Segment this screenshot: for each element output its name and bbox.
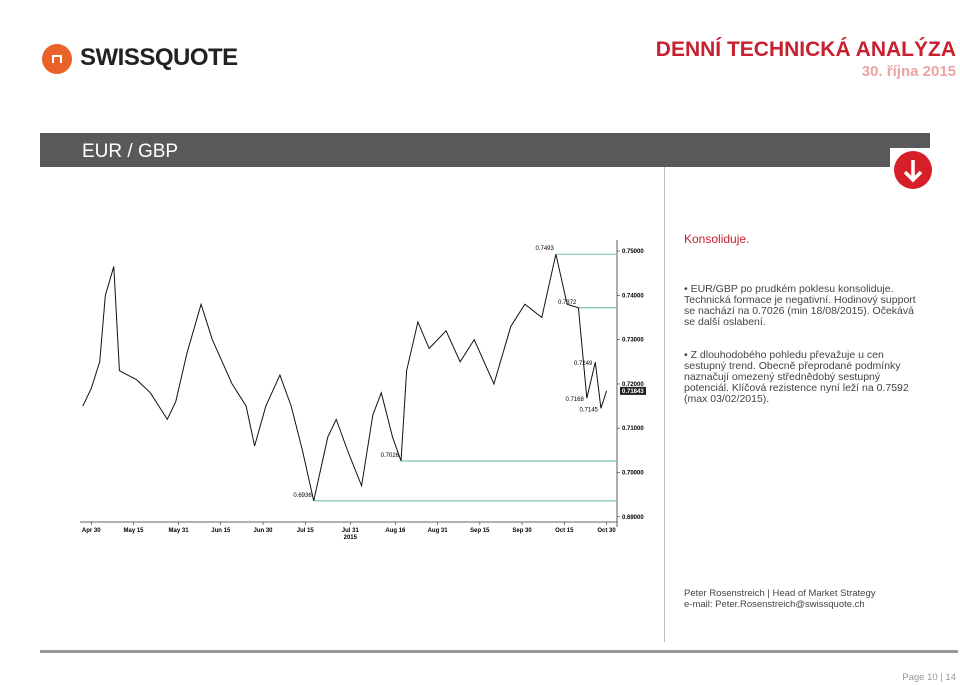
x-tick-label: May 31: [169, 528, 190, 534]
price-line: [82, 254, 608, 501]
date: 30. října 2015: [861, 63, 956, 80]
y-tick-label: 0.75000: [622, 249, 644, 255]
x-tick-label: Jul 31: [342, 528, 360, 534]
logo-icon: [42, 44, 72, 74]
divider: [664, 167, 665, 642]
logo-text: SWISSQUOTE: [80, 44, 238, 71]
x-tick-label: Sep 30: [512, 528, 532, 534]
annotation: 0.7168: [565, 397, 584, 403]
bullet: • Z dlouhodobého pohledu převažuje u cen…: [684, 349, 909, 405]
x-tick-label: Aug 31: [428, 528, 449, 534]
last-price: 0.71843: [622, 389, 644, 395]
x-tick-label: Jun 30: [254, 528, 274, 534]
y-tick-label: 0.69000: [622, 515, 644, 521]
bullet-text: EUR/GBP po prudkém poklesu konsoliduje. …: [684, 283, 916, 328]
email: e-mail: Peter.Rosenstreich@swissquote.ch: [684, 599, 865, 610]
x-tick-label: Apr 30: [82, 528, 101, 534]
y-tick-label: 0.73000: [622, 338, 644, 344]
level-label: 0.6936: [293, 493, 312, 499]
x-tick-label: Jul 15: [297, 528, 315, 534]
x-tick-label: Aug 16: [385, 528, 406, 534]
logo-glyph: [52, 55, 62, 63]
chart: 0.69000 0.70000 0.71000 0.72000 0.73000 0.740…: [80, 240, 646, 541]
footer-rule: [40, 650, 958, 653]
y-tick-label: 0.74000: [622, 293, 644, 299]
y-tick-label: 0.72000: [622, 382, 644, 388]
x-tick-label: Jun 15: [211, 528, 231, 534]
level-label: 0.7493: [536, 246, 555, 252]
x-tick-label: May 15: [123, 528, 144, 534]
x-tick-label: Sep 15: [470, 528, 490, 534]
x-tick-label: Oct 15: [555, 528, 574, 534]
annotation: 0.7145: [580, 407, 599, 413]
y-tick-label: 0.71000: [622, 426, 644, 432]
y-tick-label: 0.70000: [622, 471, 644, 477]
bullet-text: Z dlouhodobého pohledu převažuje u cen s…: [684, 349, 909, 405]
footer: Page 10 | 14: [902, 672, 956, 683]
pair: EUR / GBP: [82, 141, 179, 162]
title: DENNÍ TECHNICKÁ ANALÝZA: [655, 38, 956, 61]
x-tick-label: Oct 30: [597, 528, 616, 534]
heading: Konsoliduje.: [684, 232, 750, 246]
level-label: 0.7026: [381, 453, 400, 459]
down-arrow: [894, 151, 932, 189]
author: Peter Rosenstreich | Head of Market Stra…: [684, 588, 876, 599]
year-label: 2015: [344, 535, 358, 541]
last-price-box: [620, 386, 646, 395]
level-label: 0.7372: [558, 300, 577, 306]
pair-band: [40, 133, 930, 167]
bullet: • EUR/GBP po prudkém poklesu konsoliduje…: [684, 283, 916, 328]
